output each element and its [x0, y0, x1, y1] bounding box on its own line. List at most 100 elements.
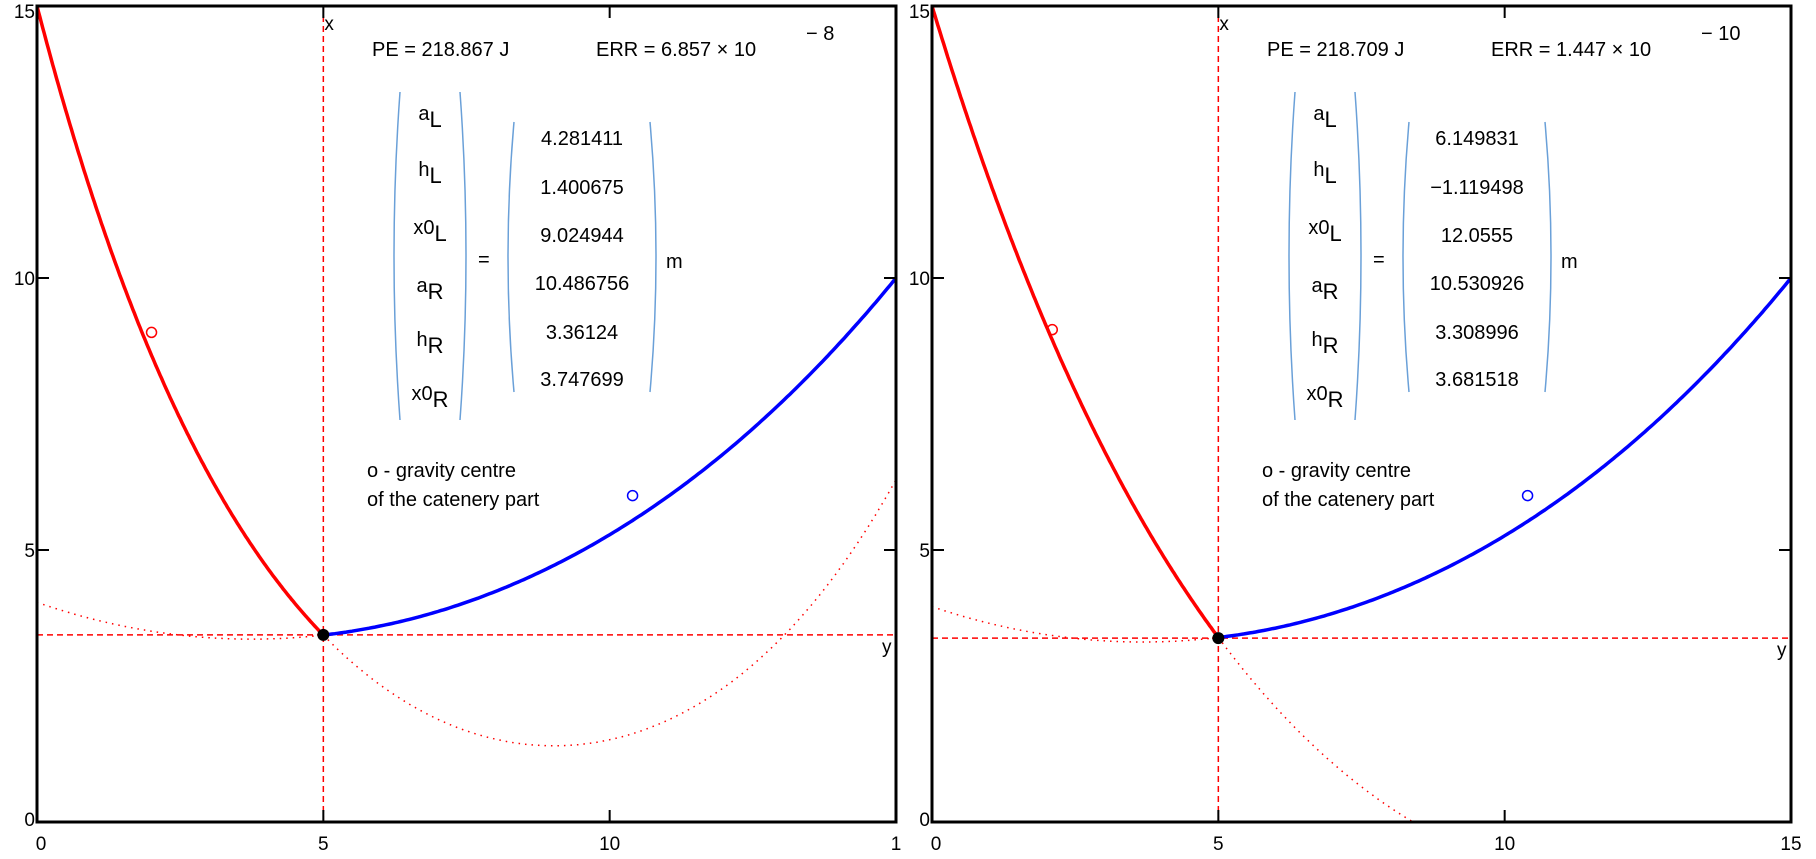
- x-tick-label: 10: [599, 834, 620, 855]
- param-values-right-bracket: [649, 121, 657, 393]
- y-tick-label: 10: [909, 269, 930, 290]
- x-axis-label: x: [324, 14, 334, 35]
- param-subscript: R: [428, 333, 444, 358]
- param-symbol: x0: [413, 217, 434, 239]
- param-name: aR: [1311, 275, 1338, 304]
- chart-panel-2: 00 5 5 10 10 15 15 x y PE = 218.709 J ERR = 1.447 …: [909, 2, 1802, 855]
- param-subscript: R: [1323, 333, 1339, 358]
- x-axis-label: x: [1219, 14, 1229, 35]
- plot-frame: [930, 4, 1793, 824]
- error-exponent: − 8: [806, 23, 834, 45]
- series-1-line: [37, 6, 325, 637]
- y-axis-label: y: [1777, 640, 1787, 661]
- x-tick-label: 5: [318, 834, 329, 855]
- param-values-left-bracket: [1402, 121, 1410, 393]
- param-subscript: L: [1329, 221, 1341, 246]
- unit-label: m: [1561, 251, 1578, 273]
- param-symbol: h: [1311, 329, 1322, 351]
- param-subscript: L: [1324, 163, 1336, 188]
- param-value: 1.400675: [540, 177, 623, 199]
- y-tick-label: 15: [14, 2, 35, 23]
- error-label: ERR = 1.447 × 10: [1491, 39, 1651, 61]
- param-value: 4.281411: [541, 128, 623, 150]
- equals-sign: =: [1373, 249, 1385, 271]
- chart-panel-1: 00 5 5 10 10 1 15 x y PE = 218.867 J ERR = 6.857 ×…: [14, 2, 901, 855]
- potential-energy-label: PE = 218.867 J: [372, 39, 509, 61]
- param-symbol: x0: [411, 383, 432, 405]
- param-names-left-bracket: [1288, 91, 1296, 421]
- param-name: hR: [1311, 329, 1338, 358]
- series-2-line: [1218, 276, 1791, 640]
- unit-label: m: [666, 251, 683, 273]
- param-subscript: L: [1324, 107, 1336, 132]
- param-value: 6.149831: [1435, 128, 1518, 150]
- param-symbol: h: [418, 159, 429, 181]
- param-name: aL: [1313, 103, 1336, 132]
- param-value: 3.681518: [1435, 369, 1518, 391]
- param-name: x0L: [413, 217, 446, 246]
- potential-energy-label: PE = 218.709 J: [1267, 39, 1404, 61]
- param-value: 3.36124: [546, 322, 618, 344]
- param-value: 10.486756: [535, 273, 630, 295]
- param-subscript: R: [1323, 279, 1339, 304]
- param-symbol: a: [418, 103, 430, 125]
- param-subscript: L: [429, 163, 441, 188]
- param-value: 9.024944: [540, 225, 623, 247]
- series-2-extension: [932, 605, 1219, 643]
- x-tick-label: 1: [891, 834, 902, 855]
- param-values-right-bracket: [1544, 121, 1552, 393]
- legend-line-1: o - gravity centre: [1262, 460, 1411, 482]
- param-subscript: L: [434, 221, 446, 246]
- y-tick-label: 5: [919, 541, 930, 562]
- param-symbol: h: [416, 329, 427, 351]
- param-name: aR: [416, 275, 443, 304]
- gravity-centre-point-2: [626, 489, 639, 502]
- param-value: 10.530926: [1430, 273, 1525, 295]
- series-1-line: [932, 6, 1220, 639]
- param-name: x0L: [1308, 217, 1341, 246]
- param-subscript: R: [428, 279, 444, 304]
- y-tick-label: 0: [24, 810, 35, 831]
- param-symbol: x0: [1306, 383, 1327, 405]
- param-symbol: a: [1311, 275, 1323, 297]
- gravity-centre-point-2: [1521, 489, 1534, 502]
- y-tick-label: 0: [919, 810, 930, 831]
- param-names-right-bracket: [459, 91, 467, 421]
- param-names-left-bracket: [393, 91, 401, 421]
- param-subscript: R: [1328, 387, 1344, 412]
- x-tick-label: 15: [1780, 834, 1801, 855]
- plot-area: [37, 6, 896, 822]
- param-symbol: h: [1313, 159, 1324, 181]
- series-1-extension: [322, 479, 896, 747]
- param-name: aL: [418, 103, 441, 132]
- param-value: 12.0555: [1441, 225, 1513, 247]
- equals-sign: =: [478, 249, 490, 271]
- param-names-right-bracket: [1354, 91, 1362, 421]
- plot-area: [932, 6, 1791, 822]
- param-subscript: R: [433, 387, 449, 412]
- param-value: −1.119498: [1430, 177, 1524, 199]
- y-axis-label: y: [882, 637, 892, 658]
- series-2-extension: [37, 601, 324, 640]
- x-tick-label: 5: [1213, 834, 1224, 855]
- series-1-extension: [1217, 637, 1415, 822]
- series-2-line: [323, 276, 896, 637]
- error-exponent: − 10: [1701, 23, 1740, 45]
- param-values-left-bracket: [507, 121, 515, 393]
- plot-frame: [35, 4, 898, 824]
- gravity-centre-point-1: [145, 326, 158, 339]
- y-tick-label: 10: [14, 269, 35, 290]
- param-symbol: x0: [1308, 217, 1329, 239]
- y-tick-label: 15: [909, 2, 930, 23]
- error-label: ERR = 6.857 × 10: [596, 39, 756, 61]
- param-name: x0R: [1306, 383, 1343, 412]
- junction-point: [317, 628, 330, 641]
- legend-line-2: of the catenery part: [367, 489, 540, 511]
- y-tick-label: 5: [24, 541, 35, 562]
- param-value: 3.308996: [1435, 322, 1518, 344]
- legend-line-2: of the catenery part: [1262, 489, 1435, 511]
- param-subscript: L: [429, 107, 441, 132]
- x-tick-label: 0: [36, 834, 47, 855]
- param-value: 3.747699: [540, 369, 623, 391]
